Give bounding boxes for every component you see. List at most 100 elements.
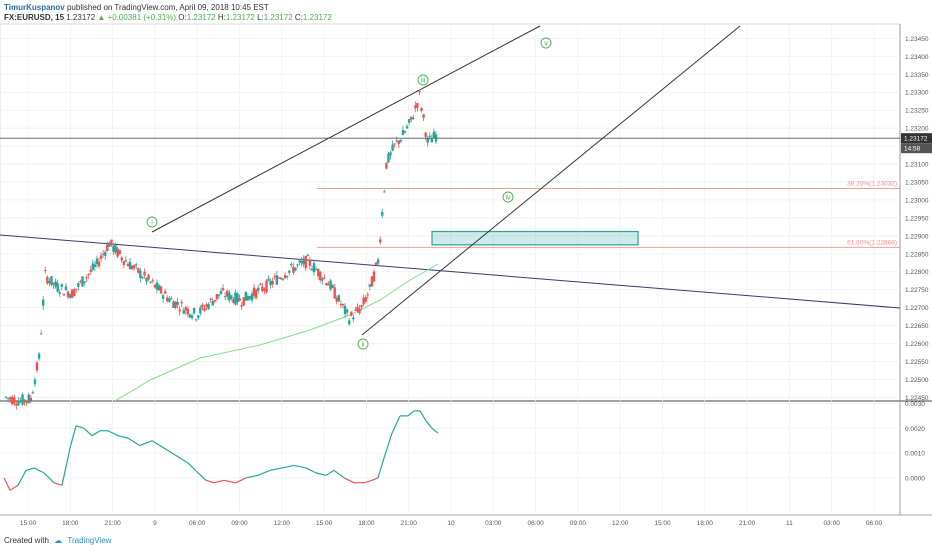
tradingview-brand[interactable]: TradingView [67, 536, 112, 545]
candle-body [352, 317, 355, 320]
candle-body [339, 303, 343, 306]
oscillator-segment [75, 425, 85, 429]
oscillator-pane [3, 410, 439, 491]
candle-body [128, 261, 132, 270]
author-link[interactable]: TimurKuspanov [4, 3, 65, 12]
price-tick-label: 1.23100 [905, 162, 929, 169]
published-text: published on TradingView.com, April 09, … [66, 3, 269, 12]
candle-body [85, 277, 88, 279]
candle-body [15, 404, 18, 406]
candle-body [265, 280, 268, 293]
oscillator-segment [187, 462, 199, 474]
candle-body [236, 293, 239, 303]
upper-channel-line [151, 25, 541, 233]
oscillator-segment [107, 430, 119, 437]
main-pane-frame [0, 23, 901, 402]
candle-body [163, 291, 167, 294]
candle-body [44, 269, 47, 271]
candle-body [29, 397, 33, 401]
lower-trend-line [361, 25, 741, 336]
osc-tick-label: 0.0000 [905, 475, 925, 482]
candle-body [407, 119, 411, 123]
candle-body [172, 301, 175, 308]
candle-body [27, 394, 30, 403]
open-value: 1.23172 [186, 13, 216, 22]
candle-body [116, 248, 119, 257]
candle-body [194, 319, 198, 321]
oscillator-segment [91, 430, 101, 437]
time-tick-label: 09:00 [570, 520, 587, 527]
candle-body [215, 294, 219, 300]
candle-body [271, 281, 274, 285]
candle-body [188, 314, 192, 318]
candle-body [112, 245, 115, 252]
descending-line [0, 234, 901, 309]
time-tick-label: 09:00 [231, 520, 248, 527]
candle-body [343, 305, 347, 315]
candle-body [87, 273, 90, 276]
candle-body [157, 285, 161, 291]
target-zone-box [431, 230, 639, 246]
oscillator-segment [83, 427, 93, 437]
candle-body [387, 153, 390, 163]
candle-body [207, 304, 210, 309]
candle-body [122, 261, 126, 266]
candle-body [261, 286, 264, 292]
candle-body [337, 295, 341, 302]
candle-body [176, 301, 179, 305]
candle-body [124, 260, 128, 262]
candle-body [68, 294, 72, 298]
candle-body [397, 140, 400, 145]
candle-body [381, 211, 384, 216]
candle-body [294, 267, 297, 271]
wave-label-circle [357, 338, 369, 350]
oscillator-segment [117, 435, 129, 439]
candle-body [405, 126, 409, 129]
grid-lines [0, 23, 932, 516]
candle-body [312, 263, 316, 273]
candle-body [232, 299, 235, 303]
candle-body [190, 315, 194, 319]
open-label: O: [178, 13, 187, 22]
oscillator-segment [425, 420, 433, 429]
candle-body [329, 280, 332, 290]
candle-body [416, 102, 419, 108]
candle-body [327, 283, 330, 286]
candle-body [70, 289, 74, 298]
oscillator-segment [333, 469, 345, 479]
candle-body [219, 290, 223, 295]
wave-label: ii [361, 342, 365, 349]
candle-body [54, 281, 57, 287]
header-published: TimurKuspanov published on TradingView.c… [4, 3, 269, 12]
candle-body [370, 276, 374, 287]
candle-body [422, 114, 425, 118]
oscillator-segment [213, 479, 225, 484]
candle-body [391, 144, 394, 151]
wave-label-circle [502, 191, 514, 203]
candle-body [333, 287, 336, 299]
oscillator-segment [223, 479, 237, 484]
price-tick-label: 1.22550 [905, 359, 929, 366]
price-tick-label: 1.22650 [905, 323, 929, 330]
time-tick-label: 12:00 [274, 520, 291, 527]
candle-body [13, 397, 16, 404]
time-tick-label: 12:00 [612, 520, 629, 527]
price-tick-label: 1.22850 [905, 251, 929, 258]
candle-body [205, 304, 208, 307]
oscillator-segment [197, 472, 207, 481]
candle-body [403, 131, 407, 133]
fib-levels: 38.20%(1.23032) 61.80%(1.22868) [317, 180, 900, 248]
candle-body [77, 283, 80, 287]
oscillator-segment [9, 484, 19, 491]
candle-body [6, 397, 10, 399]
candle-body [161, 295, 165, 299]
candle-body [430, 138, 434, 143]
price-tick-label: 1.22950 [905, 215, 929, 222]
candle-body [79, 280, 82, 282]
candle-body [335, 297, 338, 302]
candle-body [4, 396, 8, 398]
candle-body [228, 292, 231, 301]
candle-body [23, 399, 26, 403]
